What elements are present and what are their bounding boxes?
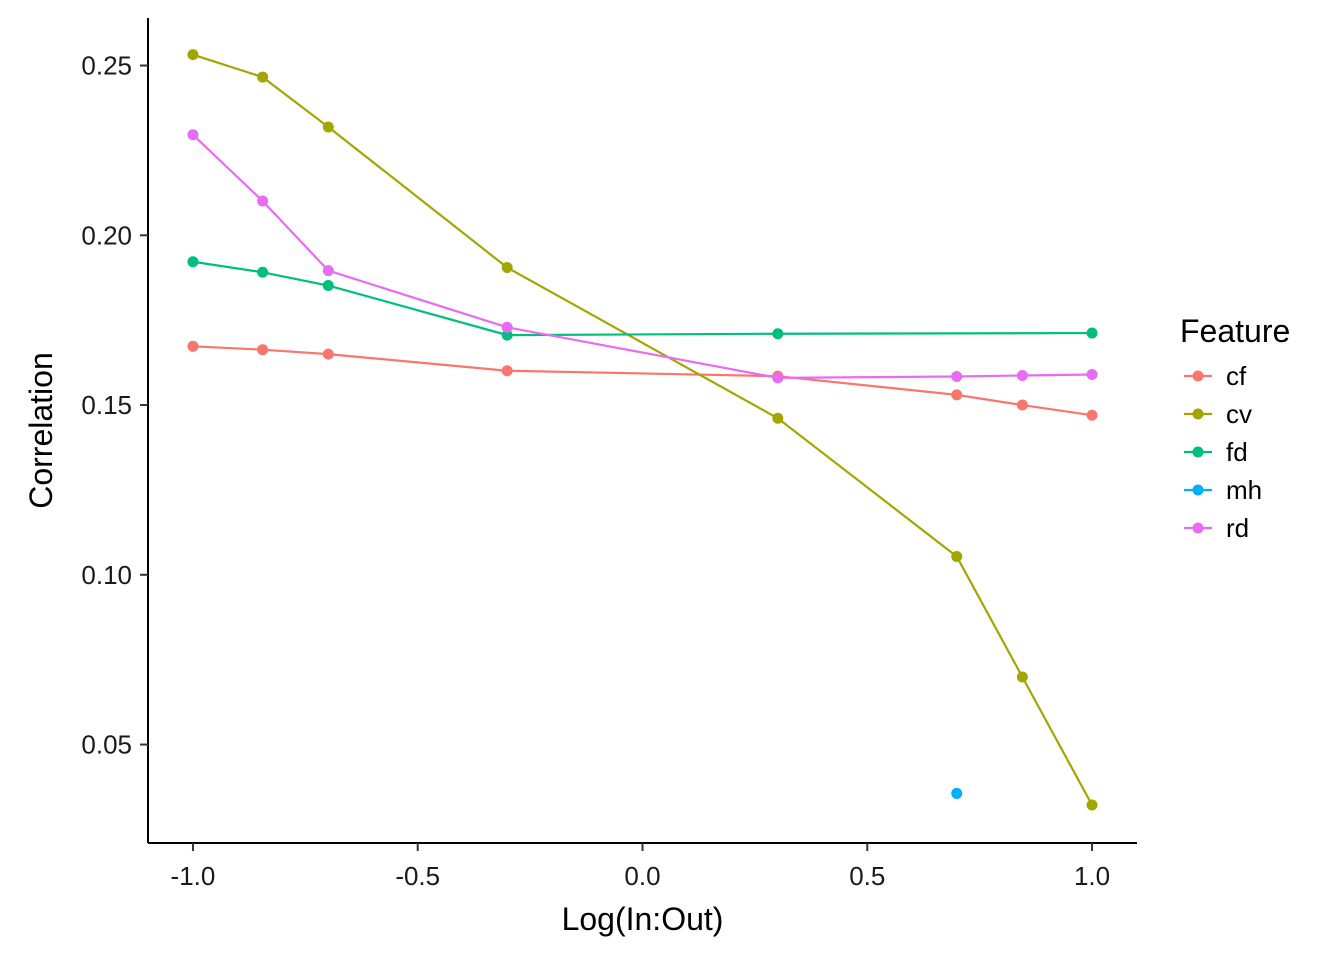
y-tick-label: 0.25	[81, 51, 132, 81]
legend-label: mh	[1226, 475, 1262, 505]
data-point-fd	[1086, 327, 1098, 339]
y-tick-label: 0.15	[81, 390, 132, 420]
legend-item-fd: fd	[1184, 437, 1248, 467]
legend-label: cv	[1226, 399, 1252, 429]
legend-label: rd	[1226, 513, 1249, 543]
data-point-cv	[1086, 799, 1098, 811]
y-axis-title: Correlation	[23, 352, 59, 509]
data-point-rd	[322, 265, 334, 277]
data-point-cv	[1016, 671, 1028, 683]
x-tick-label: 0.0	[624, 861, 660, 891]
data-point-cf	[1086, 409, 1098, 421]
series-line-fd	[192, 260, 1093, 337]
data-point-rd	[501, 321, 513, 333]
data-point-cv	[257, 71, 269, 83]
data-point-fd	[257, 266, 269, 278]
data-point-rd	[951, 371, 963, 383]
legend-label: cf	[1226, 361, 1247, 391]
data-point-rd	[187, 129, 199, 141]
x-axis-title: Log(In:Out)	[562, 901, 724, 937]
data-point-rd	[257, 195, 269, 207]
legend-label: fd	[1226, 437, 1248, 467]
data-point-cf	[187, 340, 199, 352]
legend-key-point	[1192, 370, 1204, 382]
data-point-cv	[187, 49, 199, 61]
series-line-cf	[192, 345, 1093, 417]
data-point-fd	[322, 280, 334, 292]
data-point-rd	[1016, 370, 1028, 381]
legend-key-point	[1192, 408, 1204, 420]
data-point-cv	[501, 262, 513, 274]
series-line-rd	[192, 133, 1093, 379]
data-point-cv	[322, 121, 334, 133]
y-tick-label: 0.05	[81, 730, 132, 760]
data-point-fd	[501, 329, 513, 341]
x-tick-label: 1.0	[1074, 861, 1110, 891]
data-point-rd	[1086, 368, 1098, 380]
legend-item-cf: cf	[1184, 361, 1247, 391]
data-point-fd	[187, 256, 199, 268]
data-point-mh	[951, 787, 963, 799]
legend-item-cv: cv	[1184, 399, 1252, 429]
data-point-rd	[772, 372, 784, 384]
x-tick-label: 0.5	[849, 861, 885, 891]
x-axis-ticks: -1.0 -0.5 0.0 0.5 1.0	[171, 843, 1110, 891]
data-point-fd	[772, 328, 784, 340]
legend-item-rd: rd	[1184, 513, 1249, 543]
legend: Feature cf cv fd mh rd	[1180, 313, 1290, 543]
series-rd	[187, 129, 1098, 384]
legend-key-point	[1192, 446, 1204, 458]
data-point-cf	[501, 365, 513, 377]
legend-items: cf cv fd mh rd	[1184, 361, 1262, 543]
y-axis-ticks: 0.05 0.10 0.15 0.20 0.25	[81, 51, 148, 760]
x-tick-label: -1.0	[171, 861, 216, 891]
y-tick-label: 0.10	[81, 560, 132, 590]
data-point-cv	[951, 550, 963, 562]
series-mh	[951, 787, 963, 799]
axes: -1.0 -0.5 0.0 0.5 1.0 0.05 0.10 0.15 0.20 0.25	[81, 18, 1137, 891]
series-fd	[187, 256, 1098, 341]
data-point-cf	[257, 344, 269, 356]
legend-key-point	[1192, 484, 1204, 496]
legend-item-mh: mh	[1184, 475, 1262, 505]
series-line-cv	[192, 53, 1094, 806]
legend-key-point	[1192, 522, 1204, 534]
data-point-cf	[1016, 399, 1028, 411]
series-cf	[187, 340, 1098, 421]
y-tick-label: 0.20	[81, 220, 132, 250]
series-cv	[187, 49, 1098, 811]
data-point-cf	[322, 348, 334, 360]
x-tick-label: -0.5	[395, 861, 440, 891]
data-point-cf	[951, 389, 963, 401]
data-point-cv	[772, 412, 784, 424]
plot-area	[187, 49, 1098, 811]
legend-title: Feature	[1180, 313, 1290, 349]
